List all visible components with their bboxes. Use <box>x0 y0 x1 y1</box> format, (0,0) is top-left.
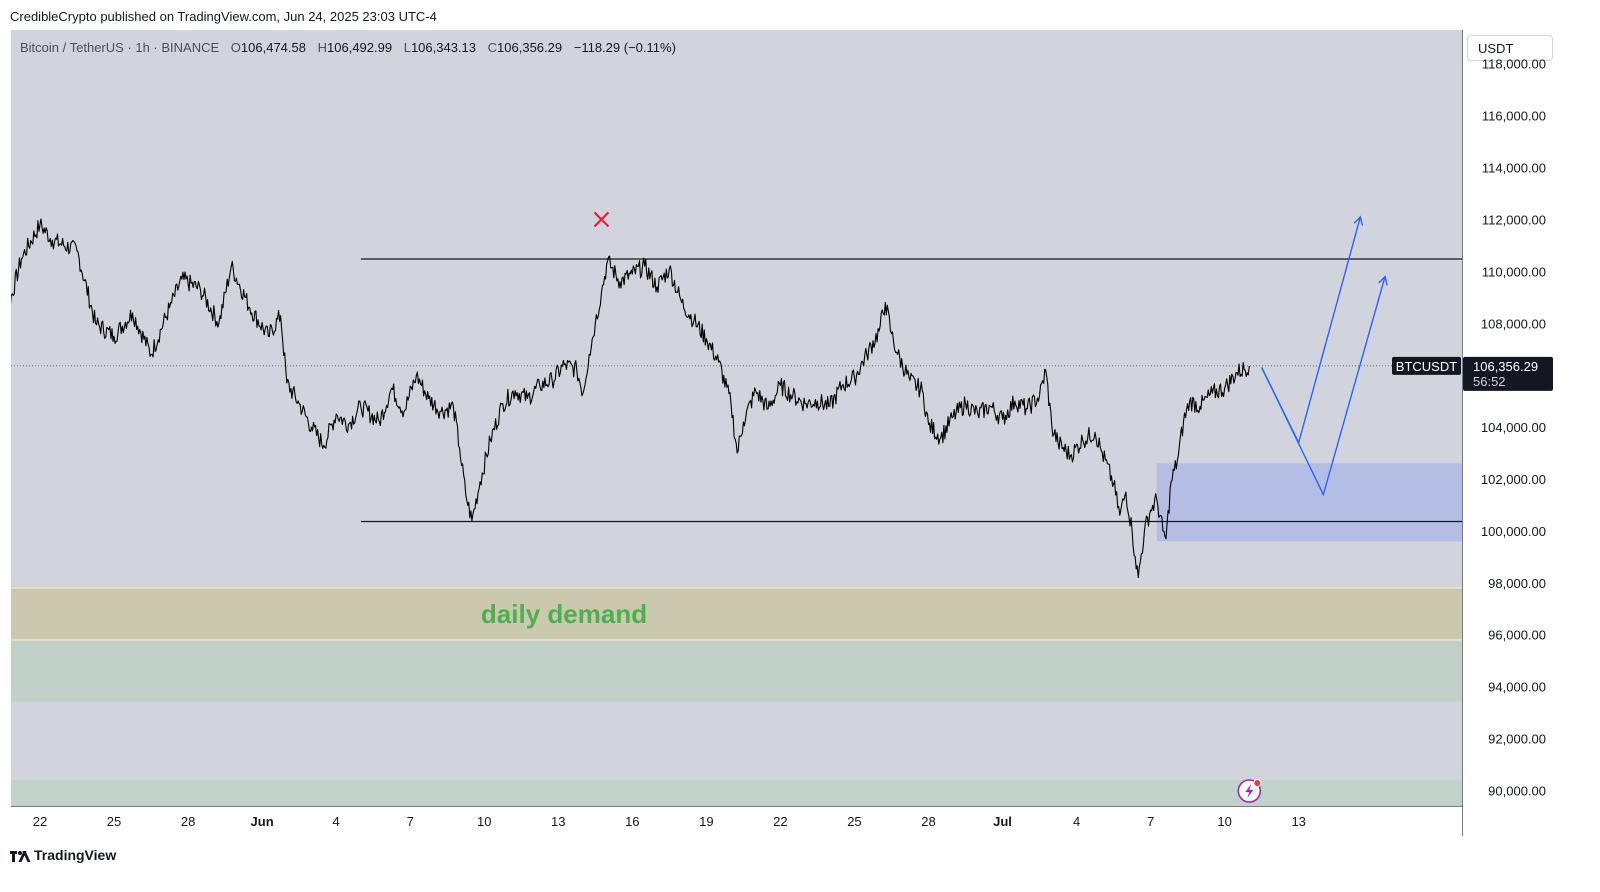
bar-countdown-label: 56:52 <box>1473 374 1506 389</box>
y-tick-label: 108,000.00 <box>1481 316 1546 331</box>
blue-demand-zone[interactable] <box>1156 463 1462 542</box>
x-tick-label: 7 <box>407 814 414 829</box>
open-label: O <box>230 40 241 55</box>
x-tick-label: Jun <box>251 814 274 829</box>
symbol-label: Bitcoin / TetherUS · 1h · BINANCE <box>20 40 220 55</box>
projection-path-1[interactable] <box>1261 276 1386 497</box>
current-price-tag <box>1463 356 1553 391</box>
x-tick-label: Jul <box>993 814 1012 829</box>
projection-arrowhead-1 <box>1378 275 1388 286</box>
low-label: L <box>403 40 411 55</box>
change-value: −118.29 (−0.11%) <box>573 40 676 55</box>
y-tick-label: 104,000.00 <box>1481 420 1546 435</box>
x-tick-label: 22 <box>33 814 47 829</box>
x-tick-label: 10 <box>1217 814 1231 829</box>
daily-demand-zone[interactable] <box>11 587 1462 640</box>
x-tick-label: 7 <box>1147 814 1154 829</box>
daily-demand-label: daily demand <box>481 599 647 629</box>
high-label: H <box>317 40 328 55</box>
projection-arrowhead-0 <box>1353 215 1364 226</box>
x-tick-label: 4 <box>333 814 340 829</box>
x-tick-label: 4 <box>1073 814 1080 829</box>
low-value: 106,343.13 <box>410 40 477 55</box>
y-tick-label: 98,000.00 <box>1488 576 1546 591</box>
y-tick-label: 102,000.00 <box>1481 472 1546 487</box>
y-tick-label: 116,000.00 <box>1482 109 1546 124</box>
x-tick-label: 13 <box>1291 814 1305 829</box>
y-tick-label: 100,000.00 <box>1481 524 1546 539</box>
ohlc-legend: Bitcoin / TetherUS · 1h · BINANCE O106,4… <box>20 40 676 55</box>
symbol-tag-label: BTCUSDT <box>1396 359 1457 374</box>
cross-marker-icon <box>593 211 610 228</box>
tradingview-logo[interactable]: TradingView <box>10 847 116 863</box>
y-tick-label: 118,000.00 <box>1482 57 1546 72</box>
x-tick-label: 13 <box>551 814 565 829</box>
close-label: C <box>487 40 498 55</box>
lightning-event-icon[interactable] <box>1237 779 1262 803</box>
x-tick-label: 19 <box>699 814 713 829</box>
y-tick-label: 90,000.00 <box>1488 783 1546 798</box>
chart-area[interactable]: daily demand0.00% (110,475.09)100.00% (1… <box>11 30 1462 806</box>
x-tick-label: 22 <box>773 814 787 829</box>
y-tick-label: 114,000.00 <box>1482 161 1546 176</box>
y-tick-label: 110,000.00 <box>1482 264 1546 279</box>
x-tick-label: 10 <box>477 814 491 829</box>
x-tick-label: 16 <box>625 814 639 829</box>
price-series-line[interactable] <box>11 218 1250 579</box>
x-tick-label: 28 <box>921 814 935 829</box>
x-tick-label: 25 <box>847 814 861 829</box>
attribution-text: CredibleCrypto published on TradingView.… <box>10 9 437 24</box>
currency-button[interactable]: USDT <box>1467 35 1553 61</box>
y-tick-label: 112,000.00 <box>1482 212 1546 227</box>
current-price-label: 106,356.29 <box>1473 359 1538 374</box>
y-tick-label: 92,000.00 <box>1488 732 1546 747</box>
price-chart[interactable]: daily demand0.00% (110,475.09)100.00% (1… <box>11 30 1462 806</box>
close-value: 106,356.29 <box>497 40 563 55</box>
open-value: 106,474.58 <box>240 40 306 55</box>
symbol-price-tag <box>1392 356 1461 375</box>
high-value: 106,492.99 <box>327 40 393 55</box>
green-zone[interactable] <box>11 639 1462 703</box>
y-tick-label: 96,000.00 <box>1488 628 1546 643</box>
bottom-green-zone[interactable] <box>11 780 1462 806</box>
tradingview-logo-icon <box>10 850 31 862</box>
x-tick-label: 28 <box>181 814 195 829</box>
logo-text: TradingView <box>34 847 117 863</box>
y-tick-label: 94,000.00 <box>1488 680 1546 695</box>
x-tick-label: 25 <box>107 814 121 829</box>
